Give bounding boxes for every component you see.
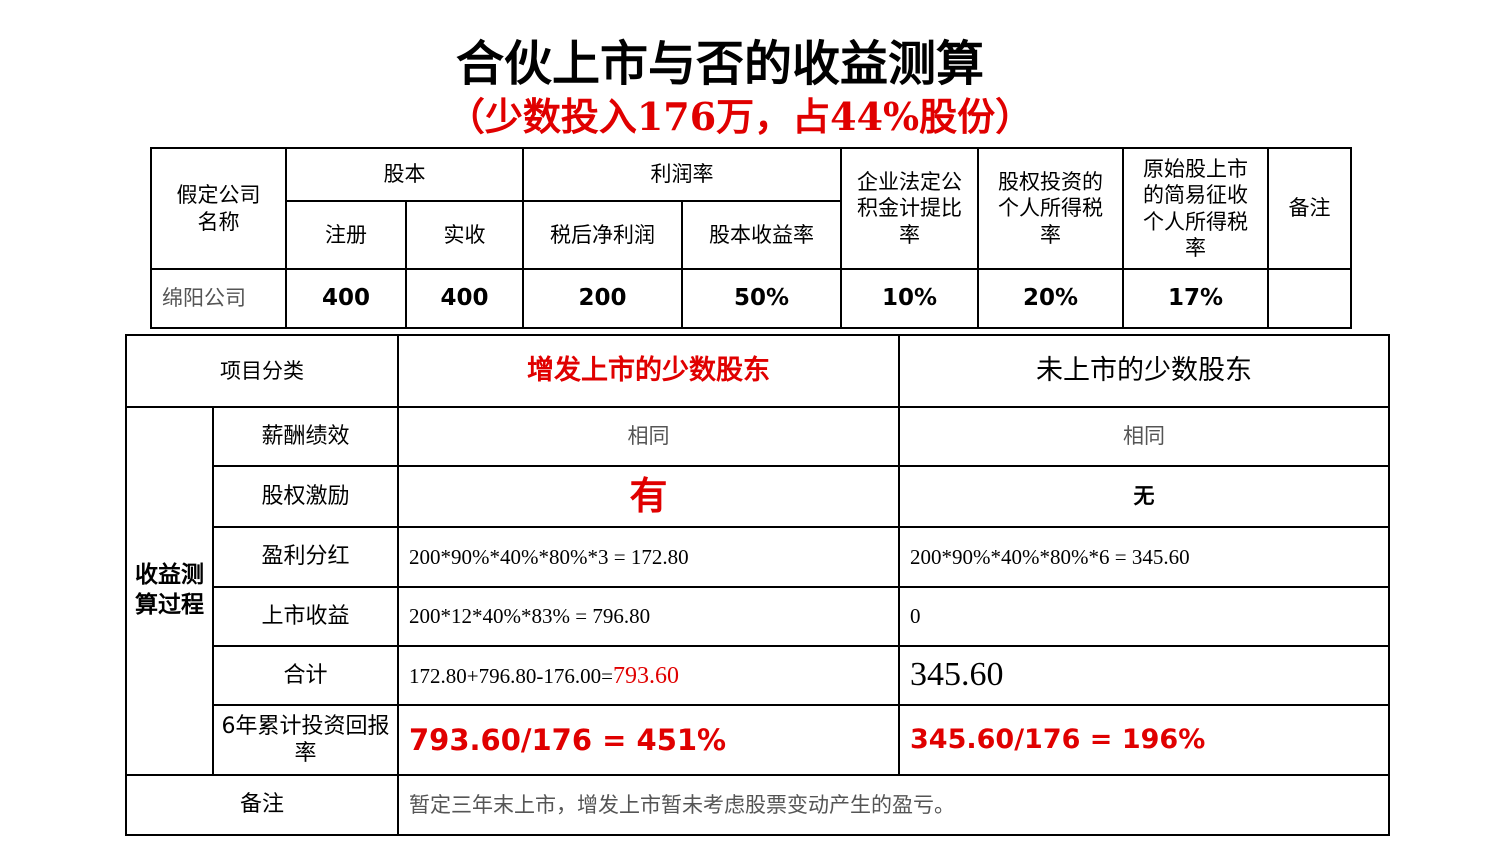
header-category: 项目分类 [125,334,399,408]
remark-value [1267,268,1352,329]
listed-value: 200*12*40%*83% = 796.80 [397,586,900,647]
listed-value-cell: 172.80+796.80-176.00=793.60 [397,645,900,706]
table-row: 6年累计投资回报率 793.60/176 = 451% 345.60/176 =… [126,704,1390,776]
header-roe: 股本收益率 [681,200,842,270]
net-profit-value: 200 [522,268,683,329]
header-listing-tax: 原始股上市的简易征收个人所得税率 [1122,147,1269,270]
row-label: 薪酬绩效 [212,406,399,467]
total-formula: 172.80+796.80-176.00= [409,663,613,688]
unlisted-value: 相同 [898,406,1390,467]
unlisted-value: 无 [898,465,1390,528]
total-result: 793.60 [612,662,679,689]
header-paid: 实收 [405,200,524,270]
row-label: 6年累计投资回报率 [212,704,399,776]
assumption-table: 假定公司名称 股本 利润率 企业法定公积金计提比率 股权投资的个人所得税率 原始… [150,147,1352,329]
header-capital: 股本 [285,147,524,202]
listed-value: 200*90%*40%*80%*3 = 172.80 [397,526,900,588]
header-equity-tax: 股权投资的个人所得税率 [977,147,1124,270]
row-label: 上市收益 [212,586,399,647]
remark-text: 暂定三年末上市，增发上市暂未考虑股票变动产生的盈亏。 [397,774,1390,836]
unlisted-value: 345.60/176 = 196% [898,704,1390,776]
row-label: 盈利分红 [212,526,399,588]
table-row: 盈利分红 200*90%*40%*80%*3 = 172.80 200*90%*… [126,526,1390,588]
comparison-table: 项目分类 增发上市的少数股东 未上市的少数股东 收益测算过程 薪酬绩效 相同 相… [125,334,1390,836]
table-row: 股权激励 有 无 [126,465,1390,528]
table-row: 备注 暂定三年末上市，增发上市暂未考虑股票变动产生的盈亏。 [125,774,1390,836]
header-reserve: 企业法定公积金计提比率 [840,147,979,270]
header-profit-rate: 利润率 [522,147,842,202]
row-label: 股权激励 [212,465,399,528]
listed-value: 相同 [397,406,900,467]
header-company: 假定公司名称 [150,147,287,270]
company-name: 绵阳公司 [150,268,287,329]
table-row: 合计 172.80+796.80-176.00=793.60 345.60 [126,645,1390,706]
header-remark: 备注 [1267,147,1352,270]
listing-tax-value: 17% [1122,268,1269,329]
table-row: 绵阳公司 400 400 200 50% 10% 20% 17% [150,268,1352,329]
group-label: 收益测算过程 [125,406,214,776]
page-title: 合伙上市与否的收益测算 [455,36,984,92]
table-row: 上市收益 200*12*40%*83% = 796.80 0 [126,586,1390,647]
roe-value: 50% [681,268,842,329]
remark-label: 备注 [125,774,399,836]
listed-value: 有 [397,465,900,528]
unlisted-value: 0 [898,586,1390,647]
header-listed: 增发上市的少数股东 [397,334,900,408]
listed-value: 793.60/176 = 451% [397,704,900,776]
unlisted-value: 345.60 [898,645,1390,706]
header-registered: 注册 [285,200,407,270]
row-label: 合计 [212,645,399,706]
table-row: 收益测算过程 薪酬绩效 相同 相同 [125,406,1390,776]
header-net-profit: 税后净利润 [522,200,683,270]
registered-value: 400 [285,268,407,329]
equity-tax-value: 20% [977,268,1124,329]
reserve-value: 10% [840,268,979,329]
unlisted-value: 200*90%*40%*80%*6 = 345.60 [898,526,1390,588]
paid-value: 400 [405,268,524,329]
header-unlisted: 未上市的少数股东 [898,334,1390,408]
page-subtitle: （少数投入176万，占44%股份） [446,94,1034,139]
